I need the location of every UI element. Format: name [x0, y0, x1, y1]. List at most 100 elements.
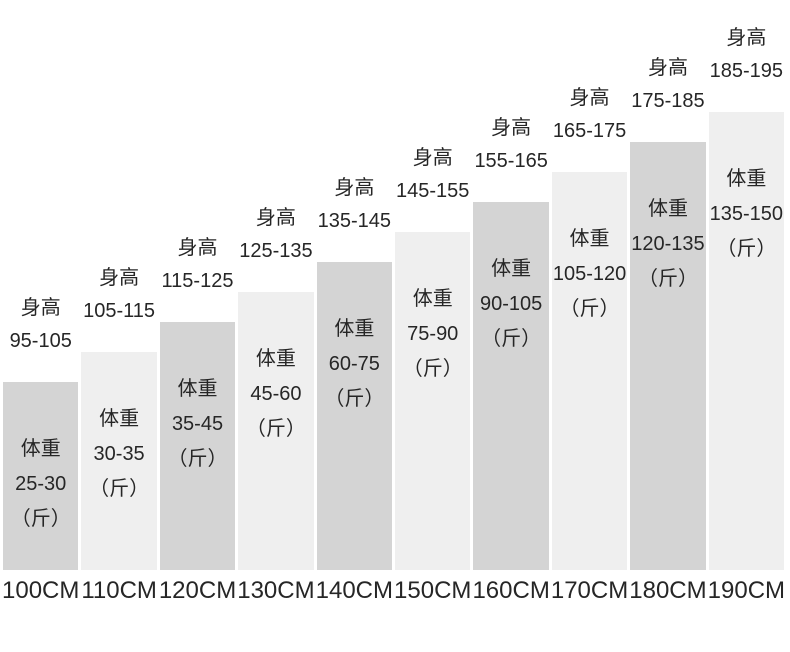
height-label-block: 身高 145-155: [396, 142, 469, 208]
height-range: 105-115: [83, 300, 156, 322]
x-axis-label: 100CM: [2, 577, 80, 604]
height-label-block: 身高 135-145: [318, 172, 391, 238]
weight-bar: 体重 25-30 （斤）: [3, 382, 79, 570]
height-range: 185-195: [709, 60, 784, 82]
height-range: 175-185: [631, 90, 705, 112]
chart-columns: 身高 95-105 体重 25-30 （斤） 100CM 身高 105-115 …: [2, 22, 786, 612]
weight-label-block: 体重 120-135 （斤）: [630, 142, 705, 297]
weight-range: 135-150: [709, 203, 784, 225]
weight-bar: 体重 60-75 （斤）: [316, 262, 393, 570]
x-axis-label: 140CM: [315, 577, 394, 604]
weight-title: 体重: [99, 408, 140, 430]
height-title: 身高: [647, 57, 688, 79]
weight-title: 体重: [20, 438, 61, 460]
height-label-block: 身高 115-125: [162, 232, 234, 298]
height-title: 身高: [726, 27, 767, 49]
weight-bar: 体重 105-120 （斤）: [551, 172, 628, 570]
weight-bar: 体重 75-90 （斤）: [395, 232, 471, 570]
x-axis-label: 110CM: [81, 577, 157, 604]
height-label-block: 身高 105-115: [83, 262, 155, 328]
weight-title: 体重: [569, 228, 610, 250]
weight-label-block: 体重 90-105 （斤）: [473, 202, 548, 357]
weight-label-block: 体重 60-75 （斤）: [317, 262, 392, 417]
weight-title: 体重: [647, 198, 688, 220]
height-label-block: 身高 185-195: [710, 22, 783, 88]
height-title: 身高: [177, 237, 218, 259]
weight-bar: 体重 45-60 （斤）: [238, 292, 314, 570]
weight-bar: 体重 135-150 （斤）: [708, 112, 785, 570]
size-column: 身高 155-165 体重 90-105 （斤） 160CM: [472, 112, 550, 612]
weight-bar: 体重 35-45 （斤）: [159, 322, 236, 570]
weight-bar: 体重 90-105 （斤）: [473, 202, 549, 570]
size-column: 身高 125-135 体重 45-60 （斤） 130CM: [237, 202, 315, 612]
size-column: 身高 185-195 体重 135-150 （斤） 190CM: [707, 22, 786, 612]
height-title: 身高: [334, 177, 375, 199]
height-title: 身高: [569, 87, 610, 109]
size-column: 身高 135-145 体重 60-75 （斤） 140CM: [315, 172, 394, 612]
weight-unit: （斤）: [637, 268, 698, 290]
x-axis-label: 190CM: [707, 577, 786, 604]
height-range: 155-165: [474, 150, 548, 172]
weight-unit: （斤）: [324, 388, 385, 410]
x-axis-label: 150CM: [394, 577, 472, 604]
x-axis-label: 170CM: [550, 577, 629, 604]
weight-unit: （斤）: [559, 298, 620, 320]
height-range: 125-135: [239, 240, 313, 262]
weight-unit: （斤）: [167, 448, 228, 470]
height-title: 身高: [99, 267, 140, 289]
size-column: 身高 115-125 体重 35-45 （斤） 120CM: [158, 232, 237, 612]
height-title: 身高: [20, 297, 61, 319]
size-column: 身高 145-155 体重 75-90 （斤） 150CM: [394, 142, 472, 612]
weight-range: 75-90: [407, 323, 459, 345]
weight-title: 体重: [412, 288, 453, 310]
weight-range: 90-105: [480, 293, 543, 315]
height-range: 145-155: [396, 180, 470, 202]
weight-range: 25-30: [15, 473, 67, 495]
weight-title: 体重: [334, 318, 375, 340]
weight-label-block: 体重 25-30 （斤）: [3, 382, 78, 537]
size-column: 身高 105-115 体重 30-35 （斤） 110CM: [81, 262, 157, 612]
weight-unit: （斤）: [716, 238, 777, 260]
weight-bar: 体重 30-35 （斤）: [81, 352, 157, 570]
weight-title: 体重: [177, 378, 218, 400]
weight-unit: （斤）: [245, 418, 306, 440]
weight-range: 45-60: [250, 383, 302, 405]
weight-range: 105-120: [552, 263, 627, 285]
height-label-block: 身高 175-185: [631, 52, 704, 118]
height-label-block: 身高 125-135: [239, 202, 312, 268]
weight-unit: （斤）: [481, 328, 542, 350]
weight-title: 体重: [491, 258, 532, 280]
weight-unit: （斤）: [402, 358, 463, 380]
weight-label-block: 体重 35-45 （斤）: [160, 322, 235, 477]
weight-label-block: 体重 75-90 （斤）: [395, 232, 470, 387]
weight-title: 体重: [726, 168, 767, 190]
weight-range: 35-45: [171, 413, 224, 435]
x-axis-label: 180CM: [629, 577, 707, 604]
weight-range: 60-75: [328, 353, 380, 375]
height-range: 115-125: [161, 270, 234, 292]
weight-unit: （斤）: [10, 508, 71, 530]
x-axis-label: 160CM: [472, 577, 550, 604]
size-column: 身高 165-175 体重 105-120 （斤） 170CM: [550, 82, 629, 612]
x-axis-label: 130CM: [237, 577, 315, 604]
weight-label-block: 体重 105-120 （斤）: [552, 172, 627, 327]
height-range: 95-105: [9, 330, 72, 352]
size-column: 身高 175-185 体重 120-135 （斤） 180CM: [629, 52, 707, 612]
height-label-block: 身高 155-165: [474, 112, 547, 178]
height-title: 身高: [255, 207, 296, 229]
weight-label-block: 体重 135-150 （斤）: [709, 112, 784, 267]
weight-label-block: 体重 45-60 （斤）: [238, 292, 313, 447]
weight-label-block: 体重 30-35 （斤）: [81, 352, 156, 507]
weight-range: 30-35: [93, 443, 145, 465]
height-label-block: 身高 165-175: [553, 82, 626, 148]
height-range: 165-175: [552, 120, 627, 142]
weight-bar: 体重 120-135 （斤）: [630, 142, 706, 570]
weight-unit: （斤）: [89, 478, 150, 500]
weight-title: 体重: [255, 348, 296, 370]
size-column: 身高 95-105 体重 25-30 （斤） 100CM: [2, 292, 80, 612]
height-range: 135-145: [317, 210, 392, 232]
height-title: 身高: [491, 117, 532, 139]
x-axis-label: 120CM: [158, 577, 237, 604]
height-label-block: 身高 95-105: [10, 292, 72, 358]
